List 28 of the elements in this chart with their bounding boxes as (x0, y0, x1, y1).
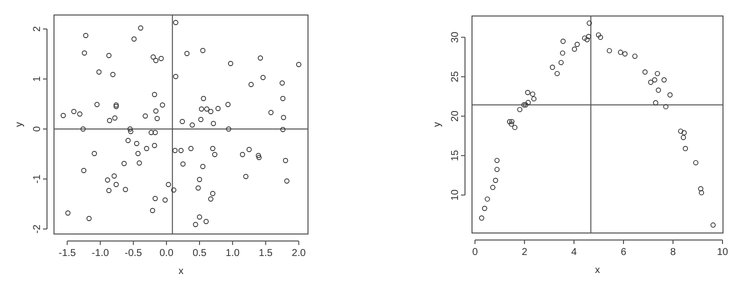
x-tick-label: 0 (472, 247, 478, 258)
x-tick-label: 1.5 (258, 248, 274, 259)
x-tick-label: -1.0 (92, 248, 110, 259)
y-tick-label: 20 (450, 110, 461, 122)
y-tick-label: 10 (450, 189, 461, 201)
y-tick-label: -1 (32, 174, 43, 184)
x-tick-label: 1.0 (226, 248, 240, 259)
x-axis-title: x (178, 266, 184, 277)
x-tick-label: 2.0 (292, 248, 306, 259)
x-tick-label: 2 (522, 247, 528, 258)
y-axis-title: y (432, 122, 443, 127)
x-tick-label: 0.5 (192, 248, 207, 259)
y-tick-label: 2 (32, 26, 43, 32)
x-tick-label: 8 (670, 247, 676, 258)
y-tick-label: 0 (32, 126, 43, 132)
x-axis-title: x (595, 265, 600, 276)
x-tick-label: 4 (571, 247, 578, 258)
x-tick-label: 0.0 (159, 248, 174, 259)
x-tick-label: -1.5 (58, 248, 76, 259)
x-tick-label: 6 (620, 247, 627, 258)
x-tick-label: 10 (716, 247, 729, 258)
y-tick-label: 25 (450, 70, 461, 82)
x-tick-label: -0.5 (124, 248, 142, 259)
y-tick-label: -2 (32, 224, 43, 234)
y-tick-label: 1 (32, 76, 43, 82)
y-axis-title: y (14, 122, 25, 127)
y-tick-label: 15 (450, 150, 461, 162)
y-tick-label: 30 (450, 31, 461, 43)
